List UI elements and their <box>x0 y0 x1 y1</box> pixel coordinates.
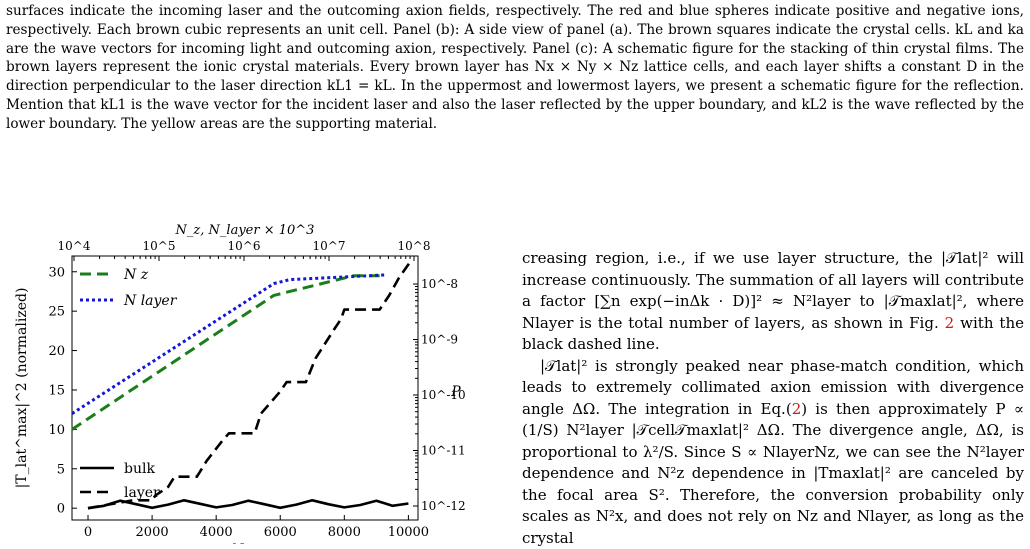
y-tick-label: 20 <box>48 344 65 359</box>
legend-label: N layer <box>123 293 178 309</box>
top-tick-label: 10^5 <box>143 239 176 253</box>
x-tick-label: 10000 <box>388 525 429 540</box>
right-tick-label: 10^-9 <box>421 333 458 347</box>
right-tick-label: 10^-11 <box>421 444 466 458</box>
body-text-span: ) is then approximately P ∝ (1/S) N²laye… <box>522 400 1024 547</box>
figure-ref-link[interactable]: 2 <box>945 314 955 332</box>
y-tick-label: 0 <box>57 502 65 517</box>
top-tick-label: 10^4 <box>58 239 91 253</box>
right-tick-label: 10^-8 <box>421 277 458 291</box>
x-tick-label: 4000 <box>200 525 233 540</box>
body-text: creasing region, i.e., if we use layer s… <box>522 248 1024 549</box>
top-tick-label: 10^6 <box>228 239 261 253</box>
legend-label: layer <box>124 485 160 501</box>
figure-2-chart: 0 2000 4000 6000 8000 10000 0 5 10 15 20 25 30 10^4 10… <box>0 190 500 544</box>
series-line-n-layer <box>72 275 386 414</box>
equation-ref-link[interactable]: 2 <box>792 400 802 418</box>
x-tick-label: 6000 <box>264 525 297 540</box>
x-tick-label: 0 <box>84 525 92 540</box>
legend-label: bulk <box>124 461 155 477</box>
y-tick-label: 30 <box>48 265 65 280</box>
legend-label: N z <box>123 267 149 283</box>
y-tick-label: 25 <box>48 305 65 320</box>
right-tick-label: 10^-12 <box>421 499 466 513</box>
y-tick-label: 10 <box>48 423 65 438</box>
top-axis-label: N_z, N_layer × 10^3 <box>175 223 315 238</box>
y-axis-label: |T_lat^max|^2 (normalized) <box>14 288 30 489</box>
series-line-n-z <box>72 276 380 430</box>
y-tick-label: 5 <box>57 462 65 477</box>
series-line-bulk <box>88 500 408 508</box>
body-paragraph-1: creasing region, i.e., if we use layer s… <box>522 248 1024 356</box>
top-tick-label: 10^7 <box>313 239 346 253</box>
right-axis-label: P <box>450 384 461 400</box>
caption-paragraph: surfaces indicate the incoming laser and… <box>6 2 1024 134</box>
x-tick-label: 8000 <box>328 525 361 540</box>
body-paragraph-2: |𝒯lat|² is strongly peaked near phase-ma… <box>522 356 1024 549</box>
figure-caption: surfaces indicate the incoming laser and… <box>6 2 1024 134</box>
top-tick-label: 10^8 <box>398 239 431 253</box>
y-tick-label: 15 <box>48 383 65 398</box>
x-tick-label: 2000 <box>136 525 169 540</box>
